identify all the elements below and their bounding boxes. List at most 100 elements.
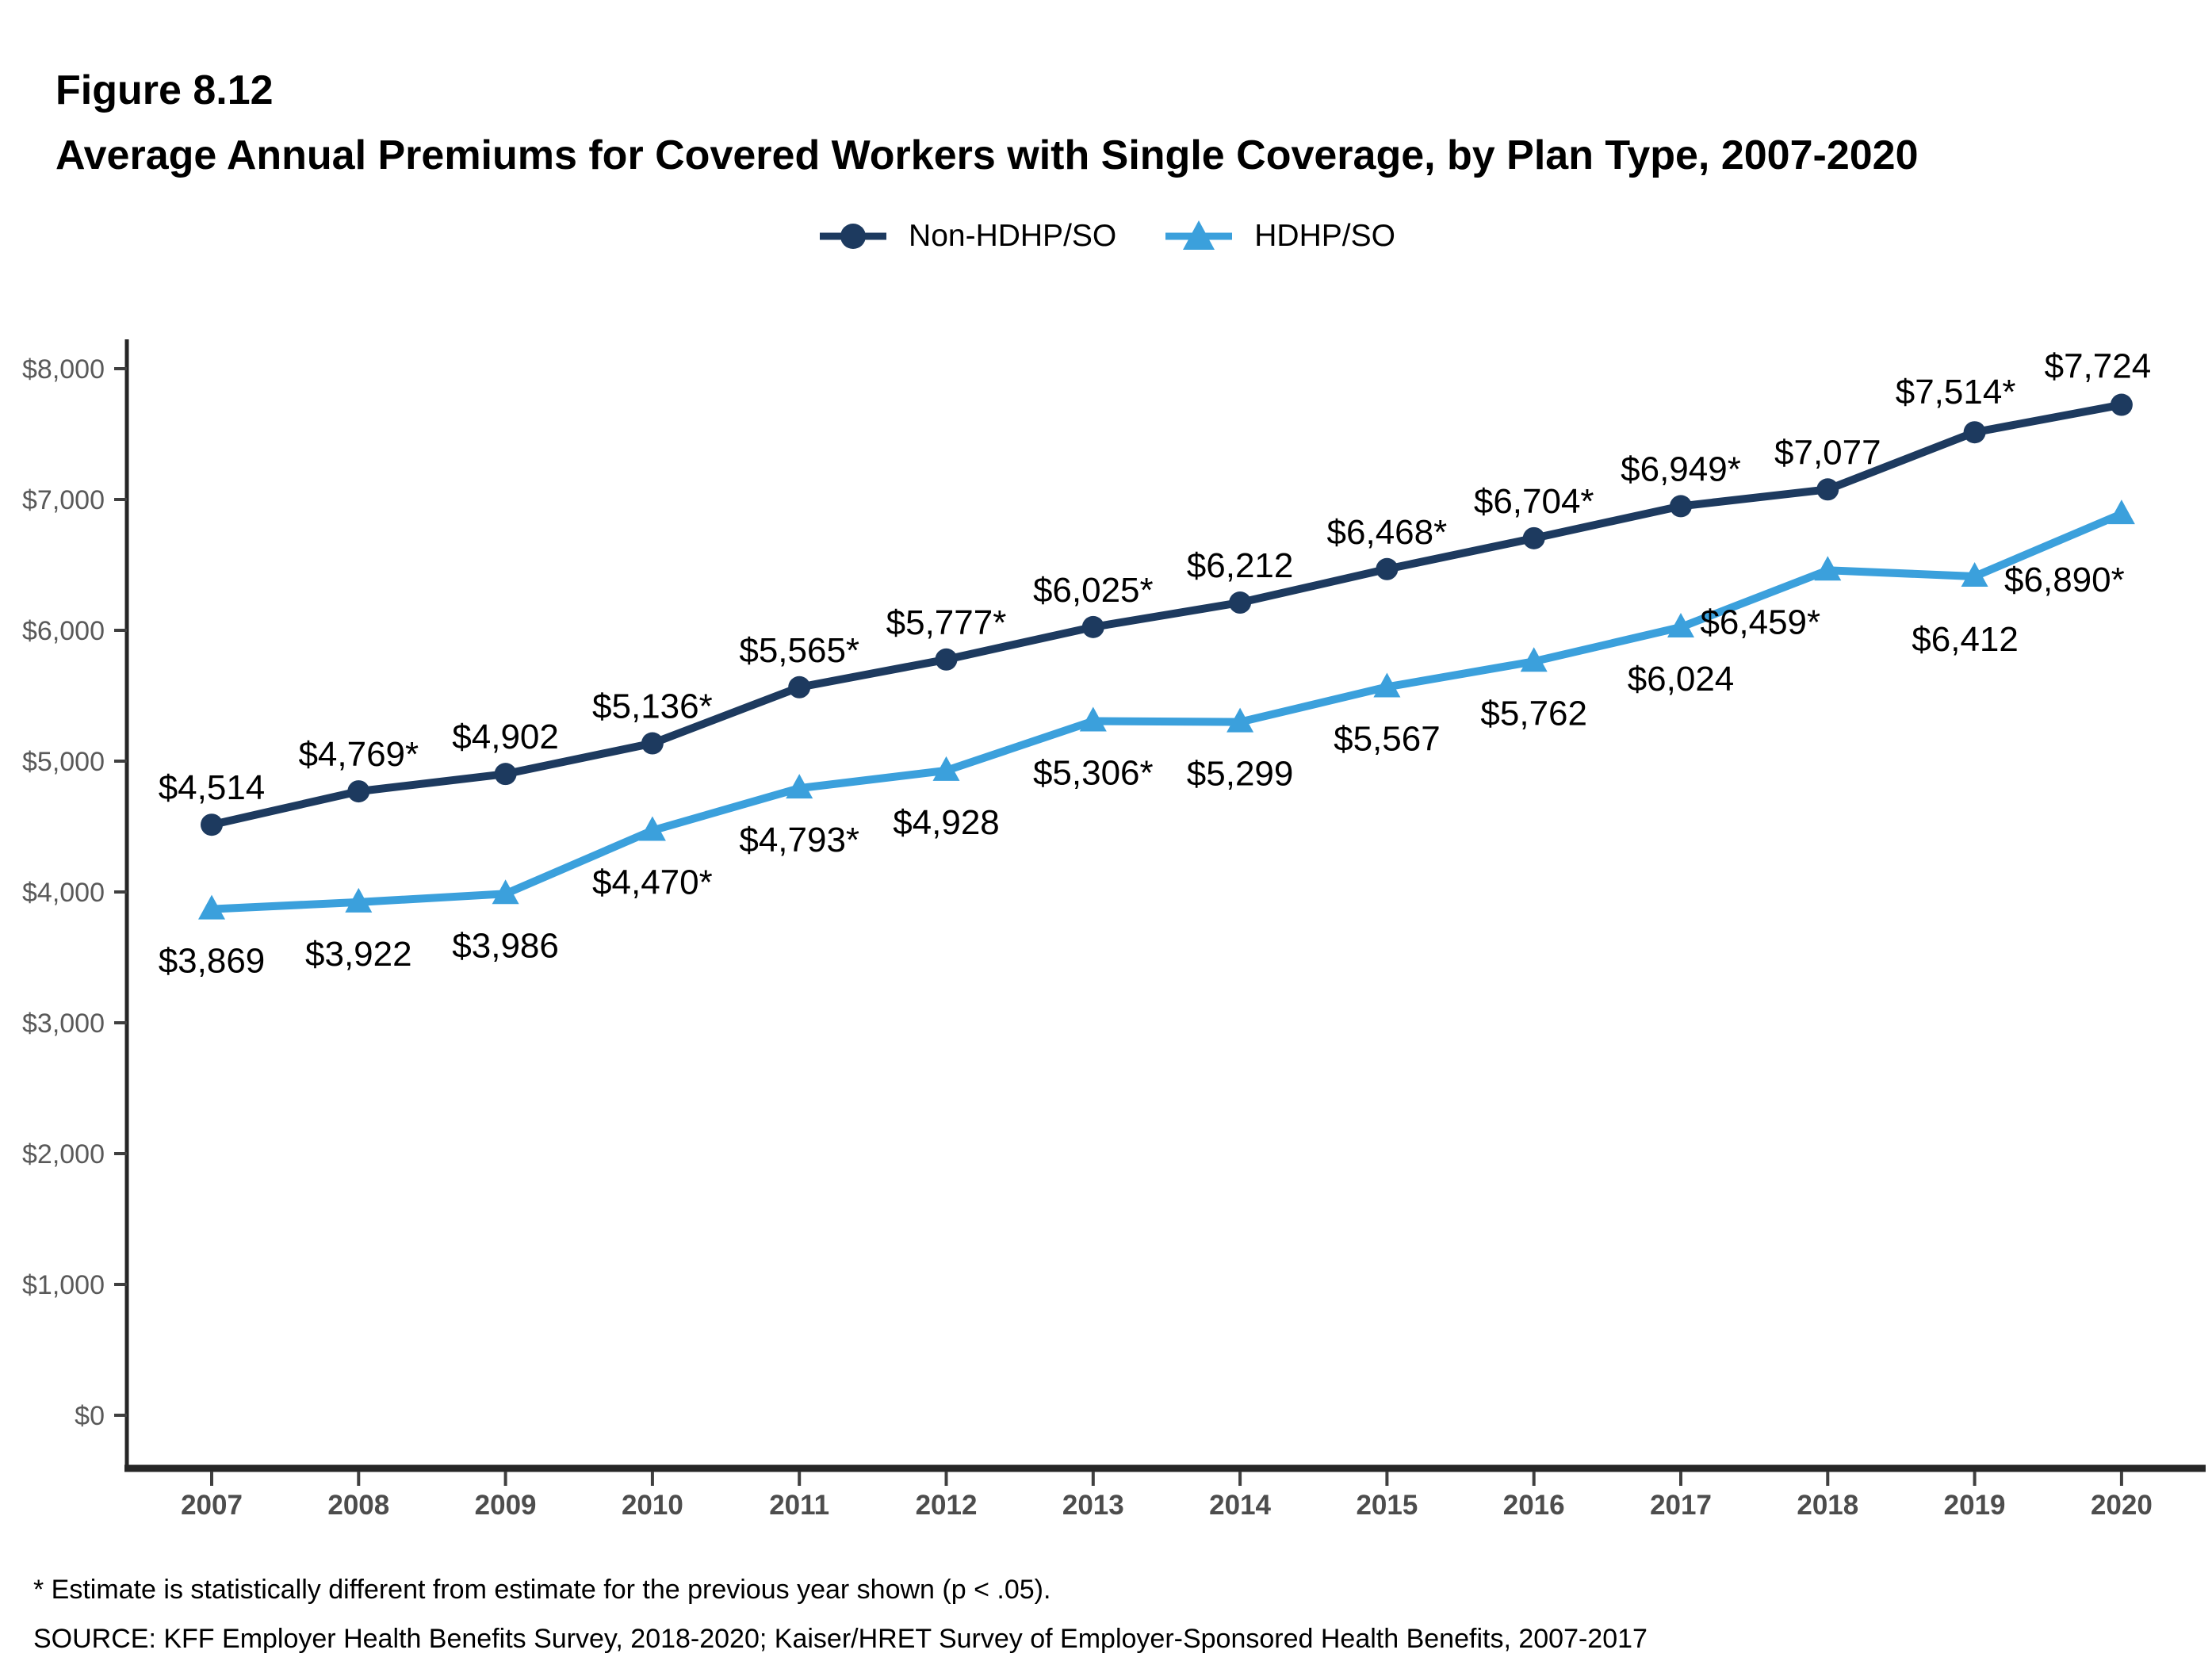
data-point-marker <box>1667 613 1694 638</box>
data-point-label: $4,928 <box>893 803 1000 842</box>
source-note: SOURCE: KFF Employer Health Benefits Sur… <box>33 1624 1648 1654</box>
non-hdhp-so-line <box>210 400 2122 829</box>
data-point-marker <box>1079 706 1107 732</box>
figure-number: Figure 8.12 <box>55 67 274 113</box>
y-tick-label: $4,000 <box>22 878 105 908</box>
x-tick-label: 2020 <box>2091 1490 2153 1521</box>
data-point-label: $4,470* <box>592 863 713 901</box>
y-tick-label: $6,000 <box>22 616 105 646</box>
data-point-label: $6,025* <box>1033 571 1154 610</box>
hdhp-line-triangle-icon <box>1165 220 1233 250</box>
data-point-marker <box>786 774 813 799</box>
data-point-label: $5,567 <box>1334 719 1441 758</box>
data-point-label: $6,949* <box>1621 450 1741 488</box>
footnote: * Estimate is statistically different fr… <box>33 1575 1051 1605</box>
x-tick-label: 2017 <box>1650 1490 1712 1521</box>
y-tick-label: $3,000 <box>22 1009 105 1039</box>
data-point-label: $7,514* <box>1896 373 2016 411</box>
x-tick-label: 2016 <box>1503 1490 1565 1521</box>
data-point-marker <box>1229 591 1252 614</box>
legend: Non-HDHP/SO HDHP/SO <box>0 211 2212 262</box>
data-point-label: $6,412 <box>1912 620 2019 659</box>
legend-label-non-hdhp: Non-HDHP/SO <box>909 219 1117 253</box>
data-point-label: $5,762 <box>1480 694 1587 733</box>
x-tick-label: 2015 <box>1356 1490 1418 1521</box>
legend-circle-glyph <box>840 224 867 249</box>
non-hdhp-line-circle-icon <box>820 224 887 249</box>
data-point-marker <box>1814 556 1842 581</box>
data-point-marker <box>492 879 519 905</box>
data-point-label: $6,459* <box>1700 603 1820 641</box>
data-point-label: $5,136* <box>592 687 713 726</box>
data-point-label: $4,514 <box>159 768 266 807</box>
x-tick-label: 2019 <box>1944 1490 2006 1521</box>
x-tick-label: 2013 <box>1062 1490 1124 1521</box>
data-point-label: $6,704* <box>1474 482 1594 521</box>
data-point-marker <box>788 676 811 699</box>
data-point-label: $5,306* <box>1033 754 1154 793</box>
data-point-label: $6,212 <box>1187 546 1294 585</box>
data-point-label: $5,299 <box>1187 755 1294 794</box>
data-point-marker <box>494 763 517 786</box>
data-point-marker <box>641 732 664 755</box>
data-point-label: $4,902 <box>452 718 559 756</box>
data-point-label: $7,077 <box>1774 433 1881 472</box>
x-tick-label: 2012 <box>916 1490 978 1521</box>
data-point-marker <box>1670 495 1692 518</box>
data-point-marker <box>1376 557 1399 580</box>
x-tick-label: 2007 <box>181 1490 243 1521</box>
data-point-label: $5,565* <box>739 631 859 670</box>
chart-title: Average Annual Premiums for Covered Work… <box>55 132 1919 178</box>
series-hdhp-so: $3,869 $3,922 $3,986 $4,470* $4,793* $4,928 $5… <box>159 500 2135 981</box>
x-tick-label: 2008 <box>327 1490 389 1521</box>
data-point-marker <box>638 816 666 841</box>
data-point-marker <box>1816 478 1839 501</box>
y-axis-ticks: $0 $1,000 $2,000 $3,000 $4,000 $5,000 $6,000 $7… <box>22 354 127 1431</box>
x-tick-label: 2009 <box>475 1490 537 1521</box>
data-point-marker <box>932 756 960 781</box>
data-point-marker <box>2107 500 2135 525</box>
axes <box>124 339 2206 1472</box>
data-point-marker <box>201 813 223 836</box>
y-tick-label: $7,000 <box>22 485 105 515</box>
data-point-label: $6,890* <box>2004 561 2125 599</box>
data-point-label: $7,724 <box>2045 347 2152 386</box>
data-point-label: $6,024 <box>1628 660 1735 699</box>
series-non-hdhp-so: $4,514 $4,769* $4,902 $5,136* $5,565* $5,777*… <box>159 347 2151 836</box>
hdhp-so-line <box>211 510 2123 913</box>
legend-item-non-hdhp: Non-HDHP/SO <box>817 218 1116 255</box>
x-tick-label: 2010 <box>622 1490 683 1521</box>
y-tick-label: $1,000 <box>22 1270 105 1300</box>
data-point-label: $4,793* <box>739 821 859 859</box>
data-point-marker <box>347 780 370 803</box>
legend-label-hdhp: HDHP/SO <box>1254 219 1395 253</box>
data-point-label: $5,777* <box>886 603 1007 642</box>
x-tick-label: 2014 <box>1209 1490 1271 1521</box>
data-point-label: $4,769* <box>298 735 419 774</box>
y-tick-label: $8,000 <box>22 354 105 385</box>
data-point-marker <box>1520 647 1548 672</box>
data-point-label: $3,986 <box>452 926 559 965</box>
legend-item-hdhp: HDHP/SO <box>1162 218 1395 255</box>
data-point-marker <box>1961 562 1988 588</box>
data-point-label: $3,869 <box>159 942 266 981</box>
data-point-marker <box>1963 421 1986 444</box>
x-axis-ticks: 2007 2008 2009 2010 2011 2012 2013 2014 2015 2016… <box>181 1472 2153 1521</box>
legend-triangle-glyph <box>1183 220 1215 250</box>
data-point-marker <box>1522 526 1545 549</box>
y-tick-label: $5,000 <box>22 747 105 777</box>
data-point-marker <box>935 648 958 671</box>
y-tick-label: $0 <box>75 1401 105 1431</box>
data-point-marker <box>2110 393 2133 416</box>
data-point-marker <box>1373 672 1401 698</box>
data-point-label: $6,468* <box>1327 513 1448 552</box>
data-point-marker <box>1227 707 1254 733</box>
data-point-marker <box>1081 615 1104 638</box>
y-tick-label: $2,000 <box>22 1139 105 1169</box>
data-point-marker <box>345 887 373 913</box>
data-point-label: $3,922 <box>305 935 412 974</box>
x-tick-label: 2018 <box>1797 1490 1858 1521</box>
data-point-marker <box>198 894 225 920</box>
